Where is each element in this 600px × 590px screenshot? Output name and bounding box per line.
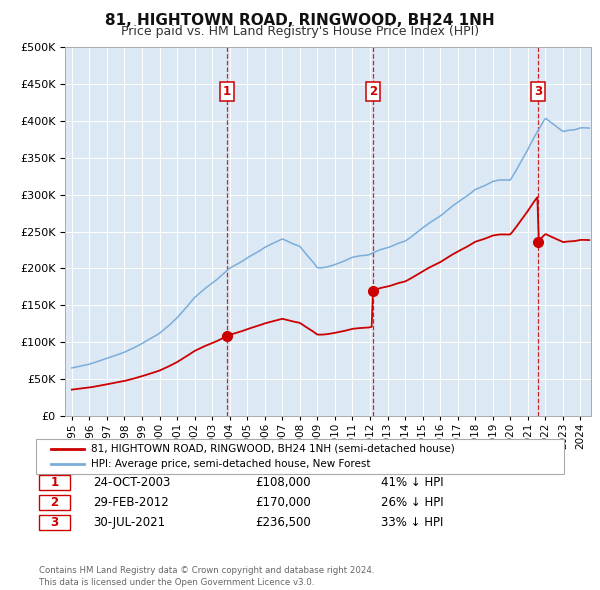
Text: 33% ↓ HPI: 33% ↓ HPI (381, 516, 443, 529)
Text: £170,000: £170,000 (255, 496, 311, 509)
Text: 81, HIGHTOWN ROAD, RINGWOOD, BH24 1NH (semi-detached house): 81, HIGHTOWN ROAD, RINGWOOD, BH24 1NH (s… (91, 444, 454, 454)
Text: HPI: Average price, semi-detached house, New Forest: HPI: Average price, semi-detached house,… (91, 460, 370, 470)
Text: 26% ↓ HPI: 26% ↓ HPI (381, 496, 443, 509)
Text: 30-JUL-2021: 30-JUL-2021 (93, 516, 165, 529)
Text: £236,500: £236,500 (255, 516, 311, 529)
Text: 29-FEB-2012: 29-FEB-2012 (93, 496, 169, 509)
Text: 41% ↓ HPI: 41% ↓ HPI (381, 476, 443, 489)
Text: 2: 2 (50, 496, 59, 509)
Text: 3: 3 (534, 85, 542, 98)
Text: 81, HIGHTOWN ROAD, RINGWOOD, BH24 1NH: 81, HIGHTOWN ROAD, RINGWOOD, BH24 1NH (105, 13, 495, 28)
Text: 3: 3 (50, 516, 59, 529)
Text: Price paid vs. HM Land Registry's House Price Index (HPI): Price paid vs. HM Land Registry's House … (121, 25, 479, 38)
Text: £108,000: £108,000 (255, 476, 311, 489)
Text: Contains HM Land Registry data © Crown copyright and database right 2024.
This d: Contains HM Land Registry data © Crown c… (39, 566, 374, 587)
Text: 1: 1 (50, 476, 59, 489)
Text: 2: 2 (369, 85, 377, 98)
Text: 1: 1 (223, 85, 230, 98)
Text: 24-OCT-2003: 24-OCT-2003 (93, 476, 170, 489)
